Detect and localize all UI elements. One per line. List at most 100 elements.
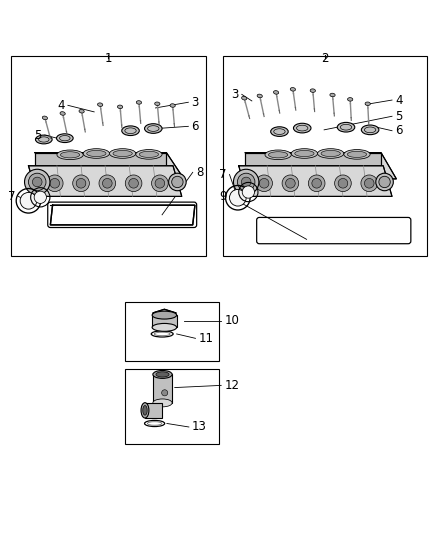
Ellipse shape — [141, 402, 149, 418]
Polygon shape — [245, 152, 381, 166]
Ellipse shape — [57, 134, 73, 142]
Ellipse shape — [152, 311, 177, 319]
Ellipse shape — [152, 324, 177, 332]
Text: 3: 3 — [191, 96, 199, 109]
Ellipse shape — [156, 372, 169, 377]
Text: 12: 12 — [224, 379, 239, 392]
Ellipse shape — [35, 135, 52, 144]
Ellipse shape — [25, 169, 50, 195]
Ellipse shape — [237, 173, 255, 191]
Polygon shape — [28, 166, 182, 197]
Ellipse shape — [110, 149, 136, 158]
Ellipse shape — [79, 109, 84, 113]
Ellipse shape — [330, 93, 335, 97]
Ellipse shape — [169, 173, 186, 191]
Polygon shape — [35, 152, 166, 166]
Ellipse shape — [268, 152, 288, 158]
Ellipse shape — [99, 175, 116, 191]
Text: 7: 7 — [219, 168, 226, 181]
Ellipse shape — [310, 89, 315, 92]
Ellipse shape — [113, 150, 132, 157]
Ellipse shape — [335, 175, 351, 191]
Text: 7: 7 — [8, 190, 15, 203]
Ellipse shape — [348, 98, 353, 101]
Ellipse shape — [290, 87, 296, 91]
Ellipse shape — [295, 150, 314, 157]
Text: 2: 2 — [321, 52, 329, 65]
Ellipse shape — [50, 179, 60, 188]
Ellipse shape — [376, 173, 393, 191]
Ellipse shape — [286, 179, 295, 188]
Bar — [152, 315, 177, 327]
Text: 1: 1 — [104, 52, 112, 65]
Ellipse shape — [308, 175, 325, 191]
Ellipse shape — [242, 96, 247, 100]
Circle shape — [34, 191, 46, 204]
Ellipse shape — [76, 179, 86, 188]
Polygon shape — [239, 166, 392, 197]
Ellipse shape — [265, 150, 291, 159]
Ellipse shape — [170, 104, 175, 107]
Ellipse shape — [143, 406, 147, 415]
Bar — [125, 369, 219, 444]
Ellipse shape — [337, 123, 355, 132]
Ellipse shape — [153, 399, 172, 407]
Ellipse shape — [122, 126, 139, 135]
Bar — [153, 374, 172, 403]
Ellipse shape — [60, 112, 65, 115]
Ellipse shape — [28, 173, 46, 191]
Bar — [11, 56, 206, 255]
Ellipse shape — [293, 123, 311, 133]
Bar — [125, 302, 219, 361]
Ellipse shape — [321, 150, 340, 157]
Text: 11: 11 — [198, 332, 213, 345]
Text: 5: 5 — [34, 128, 42, 142]
Ellipse shape — [32, 177, 42, 187]
Ellipse shape — [364, 179, 374, 188]
Ellipse shape — [46, 175, 63, 191]
Text: 6: 6 — [191, 120, 199, 133]
Ellipse shape — [338, 179, 348, 188]
Bar — [145, 403, 162, 418]
Ellipse shape — [87, 150, 106, 157]
Ellipse shape — [125, 175, 142, 191]
Ellipse shape — [60, 152, 80, 158]
Circle shape — [230, 189, 246, 206]
Ellipse shape — [155, 102, 160, 106]
Polygon shape — [35, 152, 184, 179]
Ellipse shape — [365, 102, 370, 106]
Text: 13: 13 — [192, 421, 207, 433]
Ellipse shape — [98, 103, 103, 107]
Ellipse shape — [102, 179, 112, 188]
Ellipse shape — [162, 390, 168, 396]
Ellipse shape — [379, 176, 390, 188]
Ellipse shape — [117, 105, 123, 109]
Text: 5: 5 — [395, 110, 403, 123]
Ellipse shape — [273, 91, 279, 94]
Ellipse shape — [129, 179, 138, 188]
Ellipse shape — [172, 176, 183, 188]
Ellipse shape — [259, 179, 269, 188]
Circle shape — [242, 186, 254, 198]
Ellipse shape — [291, 149, 318, 158]
Ellipse shape — [361, 175, 378, 191]
Ellipse shape — [344, 150, 370, 159]
Ellipse shape — [73, 175, 89, 191]
Ellipse shape — [136, 150, 162, 159]
Ellipse shape — [256, 175, 272, 191]
Ellipse shape — [153, 370, 172, 378]
Polygon shape — [245, 152, 396, 179]
Polygon shape — [153, 309, 176, 324]
Ellipse shape — [139, 151, 159, 157]
Ellipse shape — [271, 127, 288, 136]
Ellipse shape — [145, 124, 162, 133]
Ellipse shape — [42, 116, 47, 120]
Bar — [223, 56, 427, 255]
Ellipse shape — [136, 101, 141, 104]
Ellipse shape — [152, 175, 168, 191]
Text: 4: 4 — [395, 94, 403, 107]
Ellipse shape — [233, 169, 259, 195]
Ellipse shape — [361, 125, 379, 135]
Text: 8: 8 — [196, 166, 203, 179]
Text: 9: 9 — [219, 190, 226, 203]
